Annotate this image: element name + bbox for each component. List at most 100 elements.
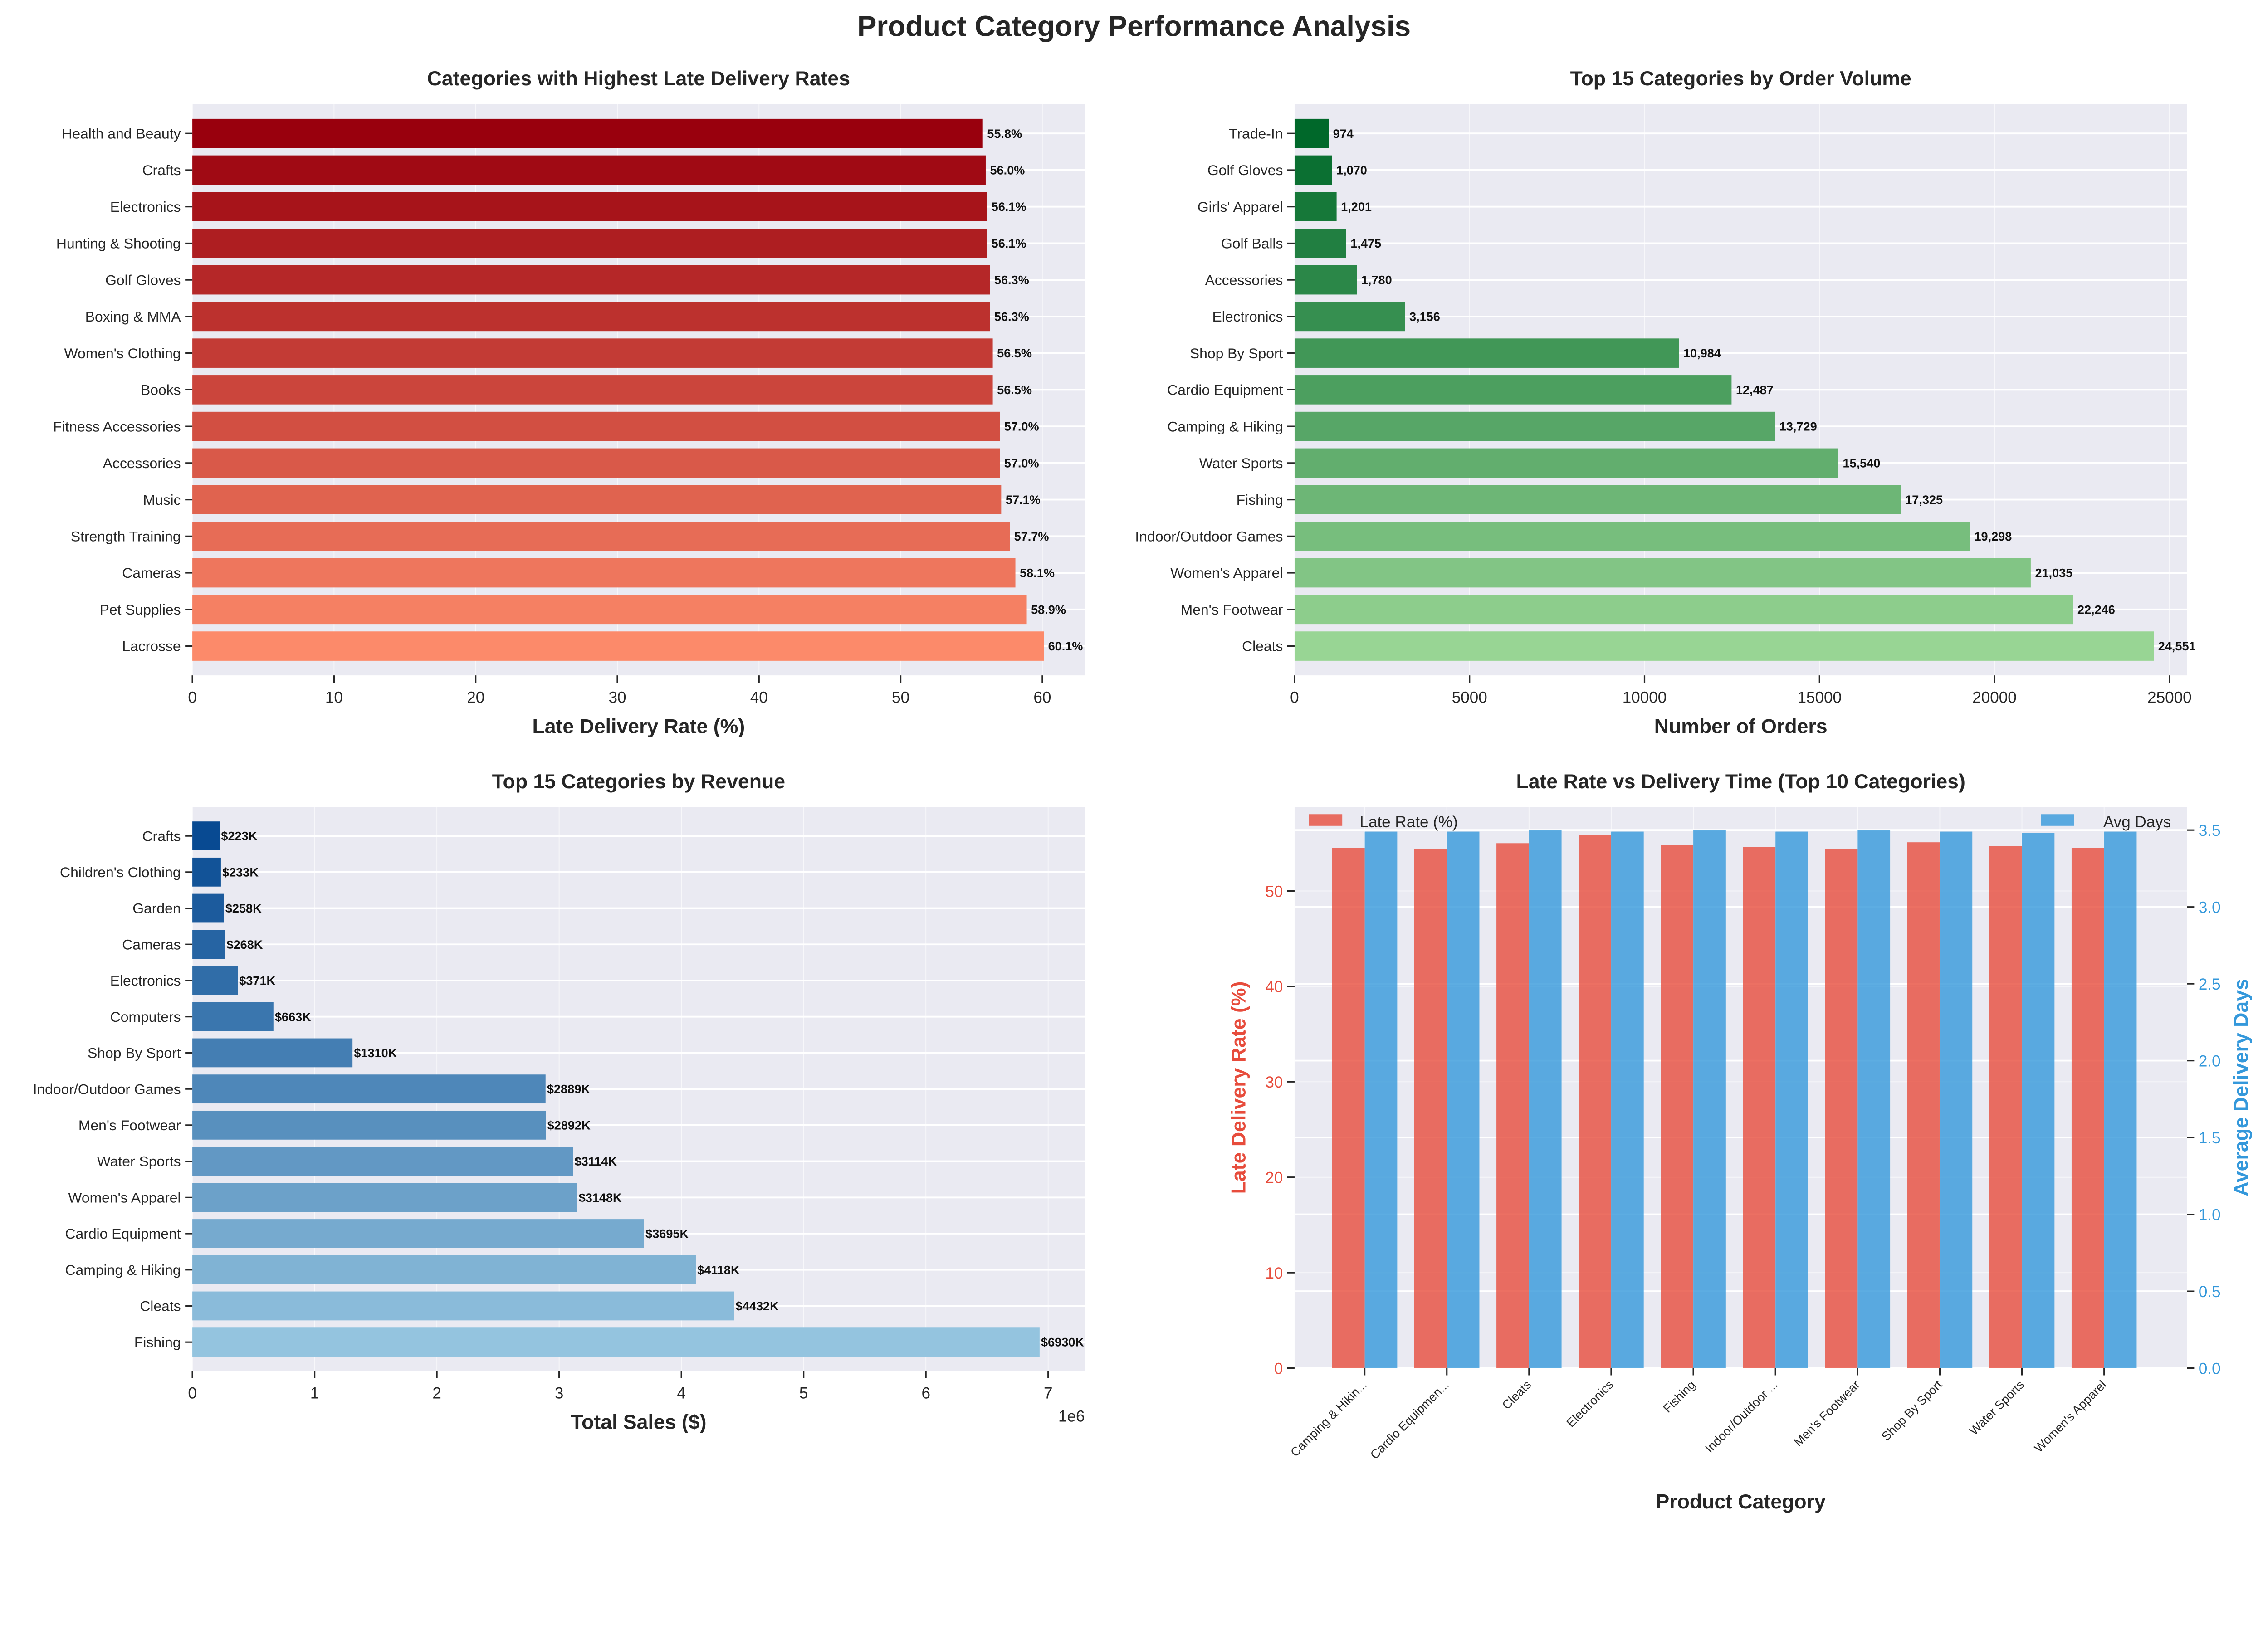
bar <box>192 1291 734 1321</box>
y-tick-label: Girls' Apparel <box>1198 199 1283 215</box>
bar-late-rate <box>1414 849 1447 1368</box>
bar-late-rate <box>1743 847 1776 1368</box>
bar-late-rate <box>1989 846 2022 1368</box>
y-tick-label: Crafts <box>142 828 181 844</box>
data-label: $268K <box>227 937 263 952</box>
x-tick-label: 5000 <box>1452 689 1487 707</box>
bar <box>192 375 993 405</box>
y-tick-label: Men's Footwear <box>78 1117 181 1133</box>
y-tick-label: Electronics <box>1212 308 1283 325</box>
x-tick-label: 60 <box>1033 689 1051 707</box>
y-tick-label: Fitness Accessories <box>53 418 181 434</box>
data-label: $233K <box>222 865 259 879</box>
y-tick-label: 40 <box>1265 978 1283 996</box>
bar-avg-days <box>1775 831 1808 1368</box>
bar <box>192 485 1002 514</box>
bar <box>192 1255 696 1284</box>
legend-swatch-avg-days <box>2041 814 2074 826</box>
data-label: $371K <box>239 974 275 988</box>
bar-late-rate <box>1825 849 1858 1368</box>
data-label: $3695K <box>645 1227 689 1241</box>
bar <box>192 893 224 923</box>
bar <box>192 1002 274 1031</box>
bar <box>1294 265 1357 295</box>
bar <box>192 1219 644 1248</box>
x-tick-label: 50 <box>892 689 909 707</box>
y2-tick-label: 3.5 <box>2199 822 2221 839</box>
bar <box>1294 302 1405 332</box>
bar <box>1294 155 1332 185</box>
data-label: $4432K <box>736 1299 779 1313</box>
y2-tick-label: 3.0 <box>2199 898 2221 916</box>
data-label: 56.5% <box>997 346 1032 360</box>
bar-late-rate <box>1661 845 1694 1368</box>
bar <box>1294 192 1337 221</box>
chart-2: 0 1 2 3 4 5 6 7 Crafts $223K Children's Clothing $2… <box>33 771 1085 1433</box>
x-tick-label: 3 <box>555 1385 564 1402</box>
y-tick-label: 50 <box>1265 883 1283 900</box>
bar <box>192 229 987 258</box>
x-axis-label: Total Sales ($) <box>571 1411 706 1433</box>
data-label: 12,487 <box>1736 383 1774 397</box>
y-tick-label: Women's Apparel <box>68 1189 181 1205</box>
x-tick-label: 25000 <box>2147 689 2192 707</box>
data-label: 58.1% <box>1020 566 1055 580</box>
bar-late-rate <box>1579 835 1611 1368</box>
y-tick-label: Fishing <box>1237 492 1283 508</box>
bar <box>1294 118 1329 148</box>
bar <box>192 448 1000 478</box>
data-label: 974 <box>1333 127 1354 141</box>
legend-swatch-late-rate <box>1309 814 1343 826</box>
y-tick-label: 0 <box>1274 1360 1283 1377</box>
y-tick-label: Shop By Sport <box>88 1045 181 1061</box>
data-label: 56.1% <box>992 200 1026 214</box>
y-tick-label: Children's Clothing <box>60 864 181 880</box>
y-tick-label: Cardio Equipment <box>65 1225 181 1242</box>
y-tick-label: Crafts <box>142 162 181 178</box>
x-axis-label: Number of Orders <box>1654 716 1828 738</box>
bar <box>192 265 990 295</box>
data-label: $4118K <box>697 1263 740 1277</box>
y-tick-label: Strength Training <box>71 528 181 544</box>
y-tick-label: Electronics <box>110 972 181 989</box>
chart-title: Top 15 Categories by Order Volume <box>1570 68 1911 90</box>
data-label: 57.0% <box>1004 456 1039 470</box>
data-label: 15,540 <box>1843 456 1881 470</box>
y-tick-label: Boxing & MMA <box>85 308 181 325</box>
y-tick-label: Water Sports <box>97 1153 181 1170</box>
x-tick-label: 0 <box>1290 689 1299 707</box>
x-tick-label: 4 <box>677 1385 686 1402</box>
data-label: 10,984 <box>1683 346 1721 360</box>
bar-avg-days <box>1529 830 1562 1368</box>
bar <box>1294 595 2073 625</box>
bar <box>1294 338 1679 368</box>
bar <box>1294 631 2154 661</box>
y-tick-label: Women's Apparel <box>1170 565 1283 581</box>
y-tick-label: Water Sports <box>1199 455 1283 471</box>
y2-tick-label: 0.0 <box>2199 1360 2221 1377</box>
bar <box>192 1327 1040 1357</box>
x-tick-label: 40 <box>750 689 768 707</box>
chart-title: Late Rate vs Delivery Time (Top 10 Categ… <box>1516 771 1965 793</box>
y-tick-label: Cleats <box>140 1298 181 1314</box>
y-tick-label: 30 <box>1265 1074 1283 1091</box>
x-tick-label: 0 <box>188 689 197 707</box>
data-label: 55.8% <box>987 127 1022 141</box>
y-tick-label: Trade-In <box>1229 125 1283 142</box>
data-label: 1,475 <box>1350 236 1381 250</box>
bar <box>192 1110 546 1140</box>
data-label: 13,729 <box>1779 420 1817 434</box>
y-tick-label: Women's Clothing <box>64 345 181 361</box>
y-tick-label: Indoor/Outdoor Games <box>1135 528 1283 544</box>
data-label: 1,201 <box>1341 200 1372 214</box>
x-tick-label: 10000 <box>1623 689 1667 707</box>
data-label: 56.5% <box>997 383 1032 397</box>
x-tick-label: 1 <box>310 1385 319 1402</box>
bar <box>192 1074 546 1104</box>
bar <box>192 595 1027 625</box>
bar-avg-days <box>1364 831 1398 1368</box>
bar <box>192 930 225 959</box>
data-label: 22,246 <box>2077 602 2115 616</box>
y-tick-label: Garden <box>132 900 181 917</box>
y-tick-label: Lacrosse <box>122 638 181 654</box>
